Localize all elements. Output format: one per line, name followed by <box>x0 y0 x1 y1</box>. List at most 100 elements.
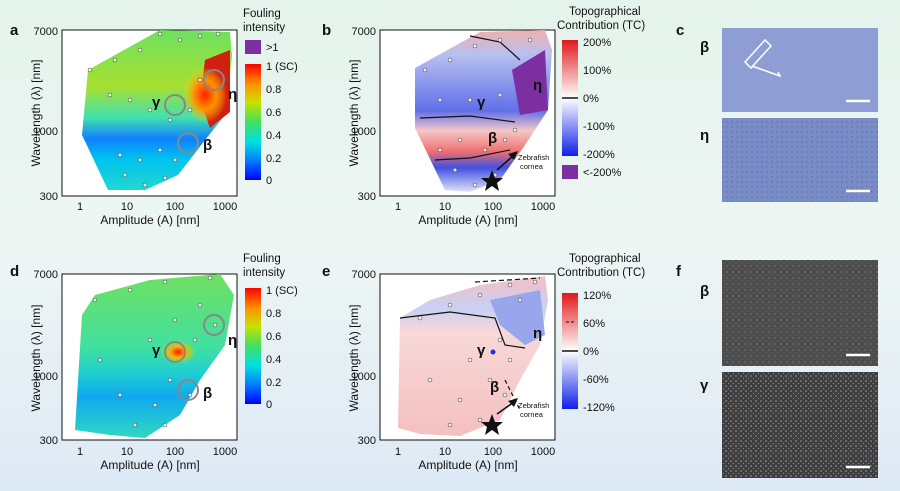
panel-b-points <box>422 37 533 188</box>
panel-b-cb-title-1: Topographical <box>569 6 641 18</box>
panel-a-gamma-label: γ <box>152 94 161 111</box>
panel-d-points <box>92 275 218 428</box>
panel-d-colorbar <box>245 288 261 404</box>
panel-d-cb-title-1: Fouling <box>243 253 281 265</box>
panel-a-marker-gamma <box>164 94 186 116</box>
panel-b-arrow-line <box>496 154 515 171</box>
panel-a-cb-title-2: intensity <box>243 22 285 34</box>
panel-d-ylabel: Wavelength (λ) [nm] <box>29 305 43 412</box>
panel-b-beta-label: β <box>488 130 497 147</box>
panel-d-gamma-label: γ <box>152 342 161 359</box>
panel-a-xlabel: Amplitude (A) [nm] <box>100 213 199 227</box>
panel-d-marker-gamma <box>164 341 186 363</box>
panel-a-cb-tick-5: 0 <box>266 175 272 187</box>
panel-b-xtick-10: 10 <box>439 201 451 213</box>
panel-a-xtick-100: 100 <box>166 201 184 213</box>
panel-e-annotation-2: cornea <box>520 410 544 419</box>
panel-b-xtick-100: 100 <box>484 201 502 213</box>
panel-e-contour-1 <box>399 311 526 349</box>
panel-e-xtick-1000: 1000 <box>531 446 555 458</box>
panel-b-cb-tick-2: 0% <box>583 93 599 105</box>
panel-f-image-beta <box>722 260 878 366</box>
panel-e-cb-tick-3: -60% <box>583 374 609 386</box>
panel-a-cb-title-1: Fouling <box>243 8 281 20</box>
panel-a-cb-tick-0: 1 (SC) <box>266 61 298 73</box>
panel-a-marker-beta <box>177 132 199 154</box>
panel-b-contour-1 <box>419 115 516 123</box>
panel-a-label: a <box>10 22 19 39</box>
panel-b-cb-under: <-200% <box>583 167 621 179</box>
panel-c-eta-label: η <box>700 127 709 144</box>
panel-b-ytick-7000: 7000 <box>352 26 376 38</box>
panel-e-star-icon <box>481 414 503 435</box>
panel-b-label: b <box>322 22 331 39</box>
panel-f-beta-label: β <box>700 283 709 300</box>
panel-d-ytick-7000: 7000 <box>34 269 58 281</box>
panel-b-annotation-2: cornea <box>520 162 544 171</box>
panel-d-ytick-1000: 1000 <box>34 371 58 383</box>
panel-f-image-gamma <box>722 372 878 478</box>
panel-b-purple-region <box>512 50 548 115</box>
panel-a-ylabel: Wavelength (λ) [nm] <box>29 60 43 167</box>
panel-e: e Zebrafish cornea γ β η 7000 1000 300 1… <box>322 253 645 472</box>
panel-e-cb-title-1: Topographical <box>569 253 641 265</box>
panel-b-contour-2 <box>434 149 511 161</box>
panel-e-xtick-10: 10 <box>439 446 451 458</box>
panel-a-points <box>87 31 221 188</box>
panel-b: b Zebrafish cornea γ β η 7000 1000 300 1… <box>322 6 645 227</box>
panel-e-contour-3 <box>504 379 521 411</box>
panel-a-ytick-7000: 7000 <box>34 26 58 38</box>
panel-e-xtick-100: 100 <box>484 446 502 458</box>
panel-a-marker-eta <box>203 69 225 91</box>
panel-d-eta-label: η <box>228 332 237 349</box>
panel-e-xlabel: Amplitude (A) [nm] <box>418 458 517 472</box>
panel-d-xtick-1: 1 <box>77 446 83 458</box>
panel-e-ytick-300: 300 <box>358 435 376 447</box>
panel-c-image-beta <box>722 28 878 112</box>
panel-d-cb-title-2: intensity <box>243 267 285 279</box>
panel-e-arrow-head-icon <box>508 398 518 407</box>
panel-a-cb-tick-3: 0.4 <box>266 130 281 142</box>
panel-c-arrow-2-icon <box>751 65 782 78</box>
panel-a-cb-tick-1: 0.8 <box>266 84 281 96</box>
panel-e-ylabel: Wavelength (λ) [nm] <box>347 305 361 412</box>
panel-b-cb-tick-4: -200% <box>583 149 615 161</box>
panel-a-hotspot-glow <box>183 67 227 123</box>
panel-e-cb-title-2: Contribution (TC) <box>557 267 645 279</box>
panel-d-cb-tick-2: 0.6 <box>266 331 281 343</box>
panel-b-cb-tick-1: 100% <box>583 65 611 77</box>
panel-b-ytick-1000: 1000 <box>352 126 376 138</box>
panel-a: a γ β η 7000 1000 300 1 10 100 1000 Ampl… <box>10 8 298 227</box>
panel-a-cb-tick-4: 0.2 <box>266 153 281 165</box>
panel-a-xtick-1: 1 <box>77 201 83 213</box>
panel-c-image-eta <box>722 118 878 202</box>
panel-d-xlabel: Amplitude (A) [nm] <box>100 458 199 472</box>
panel-a-xtick-10: 10 <box>121 201 133 213</box>
panel-e-label: e <box>322 263 330 280</box>
panel-b-eta-label: η <box>533 77 542 94</box>
panel-d-cb-tick-1: 0.8 <box>266 308 281 320</box>
panel-f-label: f <box>676 263 682 280</box>
panel-d-label: d <box>10 263 19 280</box>
panel-e-gamma-label: γ <box>477 342 486 359</box>
panel-b-cb-title-2: Contribution (TC) <box>557 20 645 32</box>
panel-f: f β γ <box>676 260 878 478</box>
panel-e-cb-tick-1: 60% <box>583 318 605 330</box>
panel-b-xtick-1: 1 <box>395 201 401 213</box>
panel-c-label: c <box>676 22 684 39</box>
panel-e-eta-label: η <box>533 325 542 342</box>
panel-a-cb-over: >1 <box>266 42 279 54</box>
panel-d-xtick-10: 10 <box>121 446 133 458</box>
panel-b-xtick-1000: 1000 <box>531 201 555 213</box>
panel-b-star-icon <box>481 170 503 191</box>
panel-d-marker-eta <box>203 314 225 336</box>
panel-d-cb-tick-5: 0 <box>266 399 272 411</box>
panel-a-colorbar <box>245 64 261 180</box>
panel-b-annotation-1: Zebrafish <box>518 153 549 162</box>
panel-e-beta-label: β <box>490 379 499 396</box>
panel-b-ytick-300: 300 <box>358 191 376 203</box>
panel-b-arrow-head-icon <box>508 151 518 160</box>
panel-d-hotspot <box>160 340 196 364</box>
panel-e-ytick-7000: 7000 <box>352 269 376 281</box>
panel-a-eta-label: η <box>228 86 237 103</box>
